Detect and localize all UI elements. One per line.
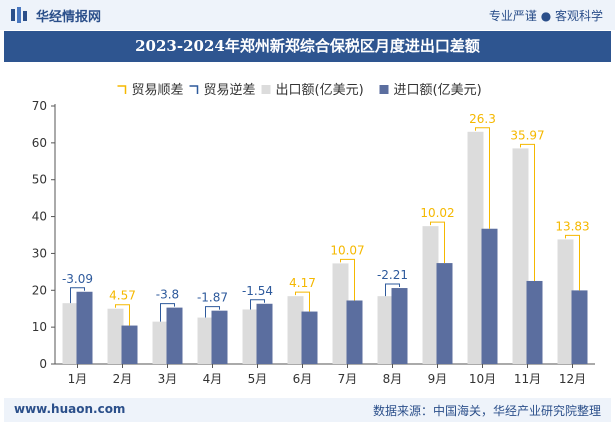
balance-label: -1.54 bbox=[242, 284, 273, 298]
header-bar: 华经情报网 专业严谨 ● 客观科学 bbox=[0, 0, 615, 30]
legend-label: 贸易逆差 bbox=[204, 82, 256, 98]
x-tick-label: 10月 bbox=[469, 372, 496, 386]
x-tick-label: 3月 bbox=[158, 372, 178, 386]
balance-bracket bbox=[430, 221, 445, 264]
bar-chart: 0 10 20 30 40 50 60 70 1月 -3.09 2月 4.57 3月 -3.8 4月 -1.8… bbox=[32, 82, 595, 386]
import-bar bbox=[256, 303, 273, 364]
balance-label: -3.09 bbox=[62, 272, 93, 286]
export-bar bbox=[557, 239, 574, 364]
import-bar bbox=[346, 300, 363, 364]
logo-icon bbox=[11, 7, 27, 23]
legend-label: 贸易顺差 bbox=[132, 83, 184, 98]
x-tick-label: 6月 bbox=[293, 372, 313, 386]
y-tick-label: 30 bbox=[32, 246, 47, 260]
balance-label: 10.07 bbox=[330, 243, 364, 257]
website-link[interactable]: www.huaon.com bbox=[14, 402, 126, 416]
balance-label: 13.83 bbox=[555, 219, 589, 233]
import-bar bbox=[121, 325, 138, 364]
export-bar bbox=[287, 296, 304, 364]
export-bar bbox=[332, 263, 349, 364]
tagline: 专业严谨 ● 客观科学 bbox=[488, 9, 603, 23]
balance-label: 4.17 bbox=[289, 276, 316, 290]
y-tick-label: 50 bbox=[32, 173, 47, 187]
balance-bracket bbox=[70, 287, 85, 304]
import-bar bbox=[571, 290, 588, 364]
balance-label: -1.87 bbox=[197, 291, 228, 305]
balance-label: 4.57 bbox=[109, 289, 136, 303]
export-bar bbox=[422, 226, 439, 364]
import-bar bbox=[526, 280, 543, 364]
export-bar bbox=[62, 303, 79, 364]
x-tick-label: 4月 bbox=[203, 372, 223, 386]
x-tick-label: 7月 bbox=[338, 372, 358, 386]
balance-bracket bbox=[295, 291, 310, 312]
x-tick-label: 1月 bbox=[68, 372, 88, 386]
balance-bracket bbox=[160, 303, 175, 322]
legend-label: 进口额(亿美元) bbox=[394, 83, 482, 98]
balance-label: 10.02 bbox=[420, 206, 454, 220]
import-bar bbox=[391, 288, 408, 364]
x-tick-label: 9月 bbox=[428, 372, 448, 386]
balance-bracket bbox=[340, 258, 355, 301]
import-bar bbox=[301, 311, 318, 364]
balance-bracket bbox=[475, 127, 490, 229]
x-tick-label: 12月 bbox=[559, 372, 586, 386]
footer-bar: www.huaon.com 数据来源：中国海关，华经产业研究院整理 bbox=[4, 398, 611, 422]
export-bar bbox=[467, 131, 484, 364]
title-bar: 2023-2024年郑州新郑综合保税区月度进出口差额 bbox=[4, 31, 611, 62]
balance-label: 26.3 bbox=[469, 112, 496, 126]
balance-label: -2.21 bbox=[377, 268, 408, 282]
export-bar bbox=[107, 308, 124, 364]
export-bar bbox=[377, 296, 394, 364]
y-tick-label: 40 bbox=[32, 210, 47, 224]
balance-label: 35.97 bbox=[510, 128, 544, 142]
y-tick-label: 10 bbox=[32, 320, 47, 334]
legend-swatch bbox=[117, 85, 127, 94]
legend-swatch bbox=[379, 85, 389, 94]
export-bar bbox=[152, 321, 169, 364]
import-bar bbox=[76, 291, 93, 364]
y-tick-label: 0 bbox=[39, 357, 47, 371]
data-source: 数据来源：中国海关，华经产业研究院整理 bbox=[372, 404, 601, 418]
import-bar bbox=[436, 263, 453, 364]
x-tick-label: 11月 bbox=[514, 372, 541, 386]
balance-bracket bbox=[520, 143, 535, 281]
y-tick-label: 60 bbox=[32, 136, 47, 150]
export-bar bbox=[512, 148, 529, 364]
x-tick-label: 2月 bbox=[113, 372, 133, 386]
balance-bracket bbox=[250, 299, 265, 310]
export-bar bbox=[197, 317, 214, 364]
y-tick-label: 70 bbox=[32, 99, 47, 113]
balance-bracket bbox=[385, 283, 400, 297]
balance-bracket bbox=[115, 304, 130, 326]
brand-name: 华经情报网 bbox=[36, 10, 102, 25]
export-bar bbox=[242, 309, 259, 364]
import-bar bbox=[211, 310, 228, 364]
x-tick-label: 5月 bbox=[248, 372, 268, 386]
chart-title: 2023-2024年郑州新郑综合保税区月度进出口差额 bbox=[135, 37, 480, 55]
legend-swatch bbox=[261, 85, 271, 94]
import-bar bbox=[481, 228, 498, 364]
legend-label: 出口额(亿美元) bbox=[276, 83, 364, 98]
balance-bracket bbox=[565, 234, 580, 291]
balance-bracket bbox=[205, 306, 220, 318]
x-tick-label: 8月 bbox=[383, 372, 403, 386]
legend-swatch bbox=[189, 85, 199, 94]
import-bar bbox=[166, 307, 183, 364]
balance-label: -3.8 bbox=[156, 288, 179, 302]
y-tick-label: 20 bbox=[32, 283, 47, 297]
